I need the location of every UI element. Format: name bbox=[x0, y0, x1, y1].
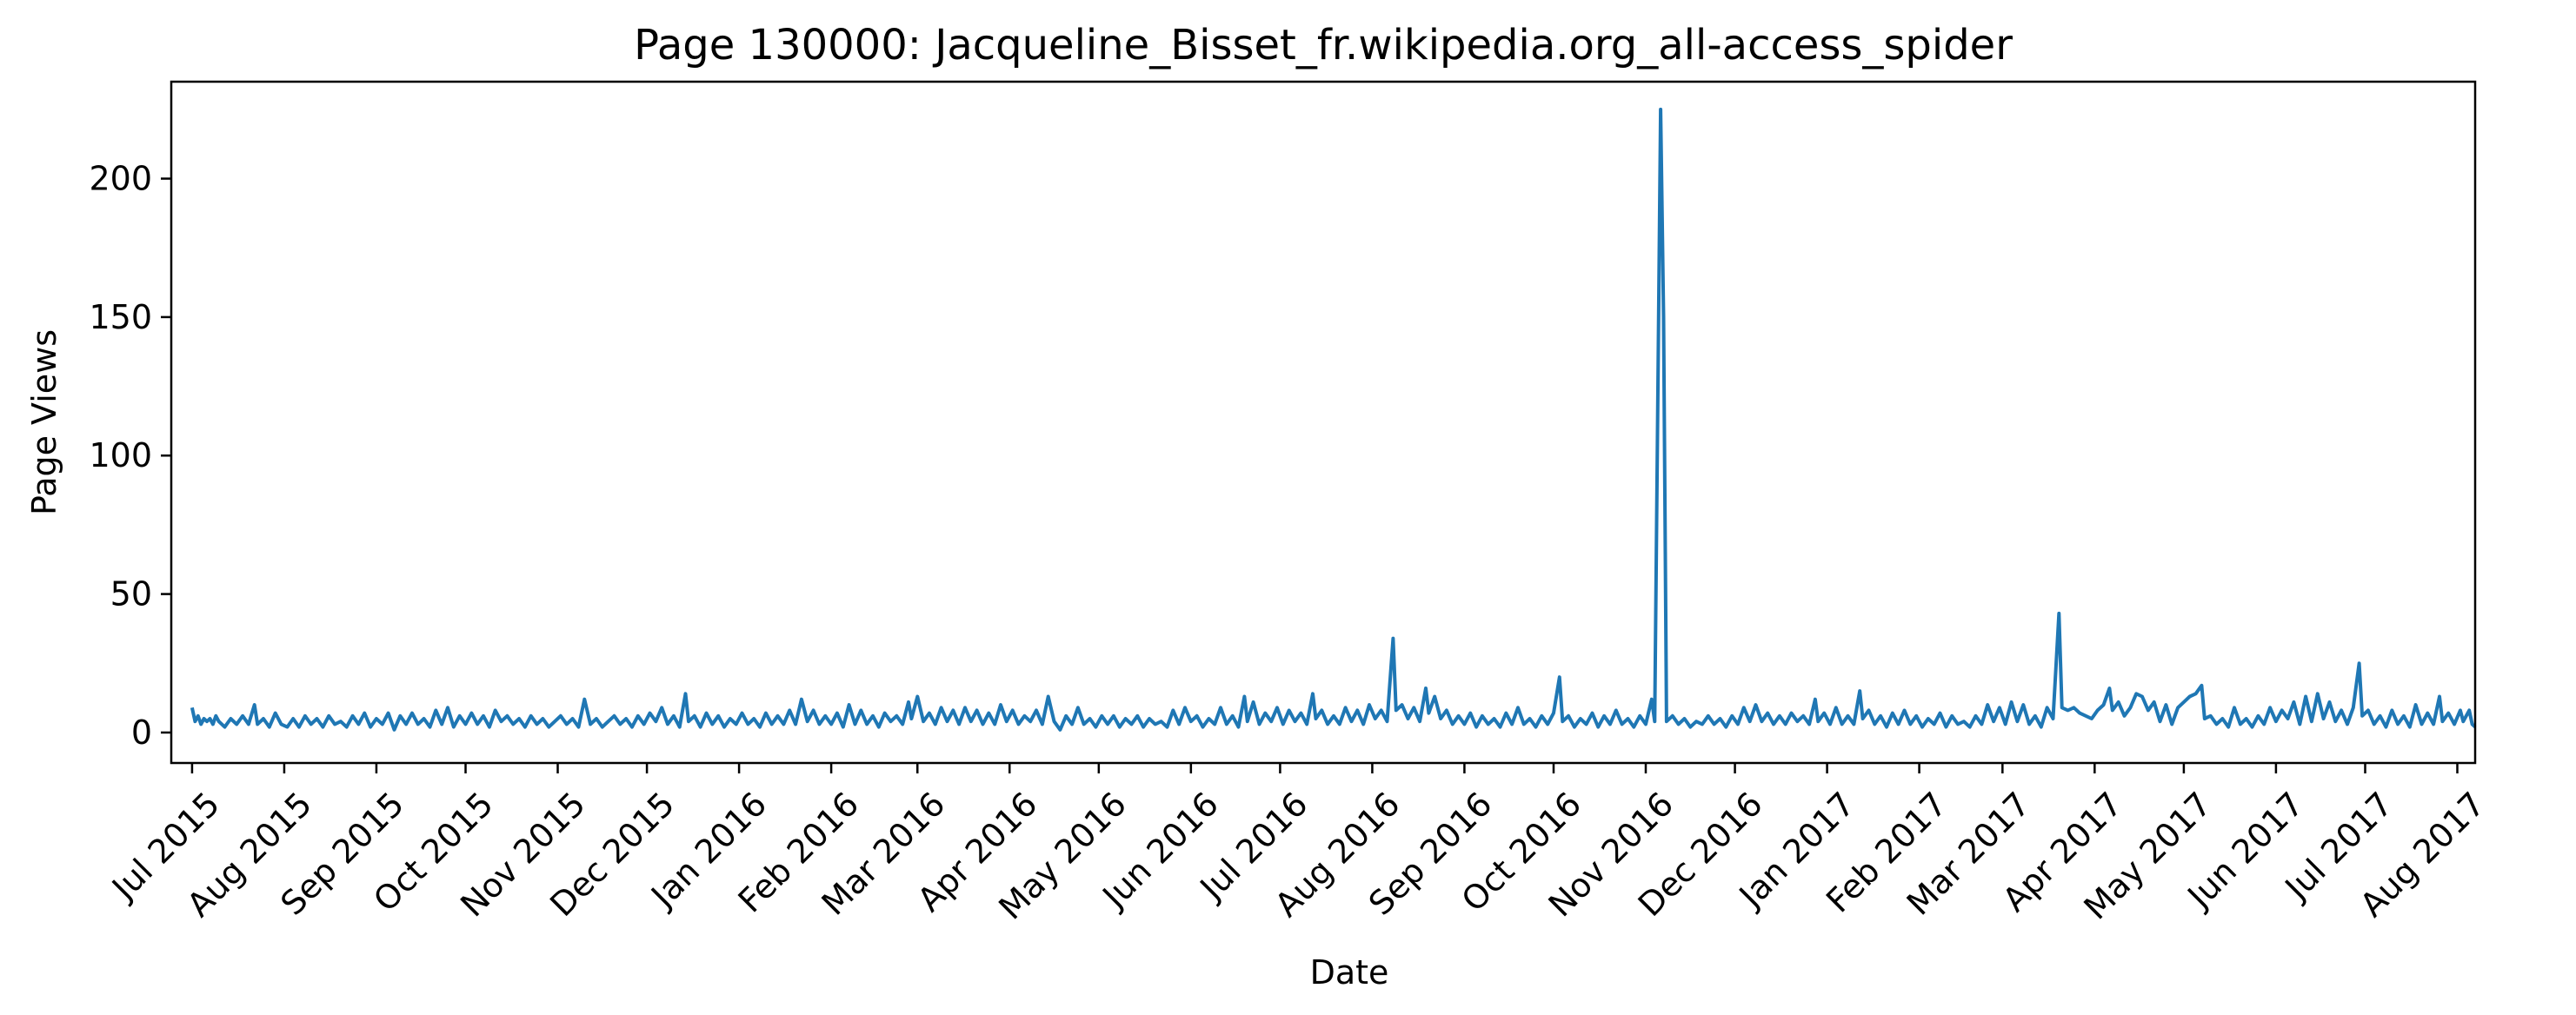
y-tick-label: 0 bbox=[131, 713, 152, 752]
y-tick-label: 150 bbox=[89, 298, 152, 336]
series-layer bbox=[190, 107, 2477, 732]
y-tick-label: 100 bbox=[89, 436, 152, 474]
series-line-0 bbox=[190, 107, 2477, 732]
chart-title: Page 130000: Jacqueline_Bisset_fr.wikipe… bbox=[634, 21, 2013, 70]
x-axis-label: Date bbox=[1310, 953, 1389, 992]
y-tick-label: 50 bbox=[110, 575, 152, 614]
y-tick-label: 200 bbox=[89, 160, 152, 198]
y-axis: 0 50 100 150 200 bbox=[89, 160, 171, 752]
y-axis-label: Page Views bbox=[25, 329, 63, 515]
plot-frame bbox=[170, 80, 2477, 765]
